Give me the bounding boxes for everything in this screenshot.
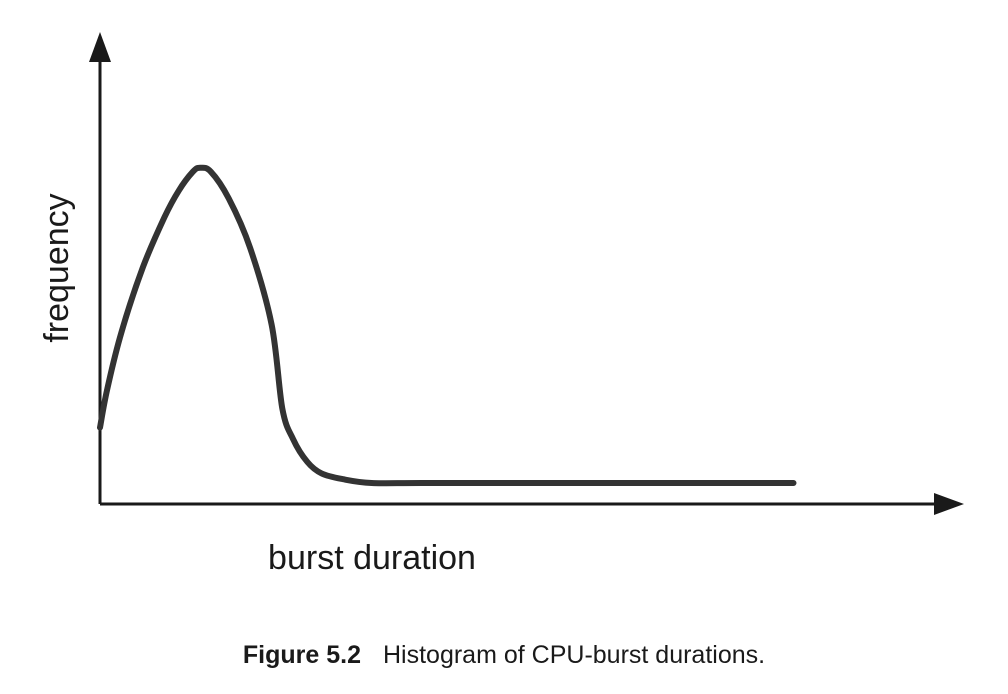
- y-axis-arrow: [89, 32, 111, 62]
- figure-caption: Figure 5.2 Histogram of CPU-burst duratio…: [0, 641, 1008, 670]
- figure-number: Figure 5.2: [242, 641, 361, 669]
- series-line: [97, 164, 797, 487]
- x-axis-arrow: [934, 493, 964, 515]
- figure-caption-text: Histogram of CPU-burst durations.: [383, 641, 766, 669]
- y-axis-label: frequency: [38, 193, 76, 342]
- x-axis-label: burst duration: [268, 539, 476, 577]
